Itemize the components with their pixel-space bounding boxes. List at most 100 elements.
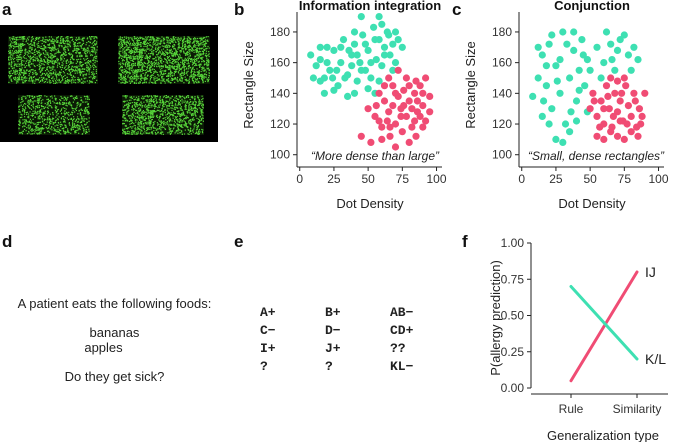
stimulus-dot	[72, 123, 74, 125]
stimulus-dot	[52, 100, 54, 102]
stimulus-dot	[161, 98, 163, 100]
stimulus-dot	[143, 38, 145, 40]
stimulus-dot	[150, 102, 152, 104]
stimulus-dot	[151, 74, 153, 76]
stimulus-dot	[131, 122, 134, 124]
stimulus-dot	[201, 39, 203, 41]
stimulus-dot	[131, 117, 133, 119]
stimulus-dot	[197, 122, 199, 125]
stimulus-dot	[40, 130, 42, 132]
stimulus-dot	[61, 64, 63, 66]
stimulus-dot	[148, 64, 150, 66]
stimulus-dot	[16, 81, 18, 83]
stimulus-dot	[85, 77, 87, 79]
stimulus-dot	[131, 127, 133, 129]
stimulus-dot	[48, 131, 51, 133]
stimulus-dot	[184, 45, 186, 47]
stimulus-dot	[135, 69, 137, 71]
stimulus-dot	[180, 113, 182, 115]
stimulus-dot	[68, 69, 70, 71]
data-point-category-b	[367, 138, 375, 146]
stimulus-dot	[176, 38, 178, 40]
stimulus-dot	[134, 63, 136, 65]
stimulus-dot	[143, 119, 145, 121]
stimulus-dot	[32, 97, 35, 99]
stimulus-dot	[91, 73, 93, 76]
stimulus-dot	[82, 125, 84, 127]
stimulus-dot	[183, 120, 185, 122]
stimulus-dot	[90, 61, 92, 63]
stimulus-dot	[177, 68, 179, 70]
stimulus-dot	[150, 77, 152, 80]
stimulus-dot	[158, 63, 160, 65]
stimulus-dot	[41, 68, 43, 70]
stimulus-dot	[162, 111, 165, 113]
stimulus-dot	[169, 76, 171, 78]
stimulus-dot	[41, 67, 43, 69]
stimulus-dot	[197, 118, 200, 120]
stimulus-dot	[87, 48, 89, 50]
stimulus-dot	[183, 112, 185, 114]
stimulus-dot	[93, 38, 95, 40]
stimulus-dot	[135, 70, 137, 72]
stimulus-dot	[186, 68, 188, 70]
stimulus-dot	[165, 37, 167, 39]
stimulus-dot	[137, 37, 140, 39]
stimulus-dot	[140, 44, 142, 46]
stimulus-dot	[79, 112, 81, 114]
stimulus-dot	[21, 110, 24, 112]
stimulus-dot	[179, 95, 181, 97]
stimulus-dot	[187, 126, 189, 128]
data-point-category-b	[412, 77, 420, 85]
stimulus-dot	[71, 80, 73, 82]
stimulus-dot	[169, 133, 171, 135]
stimulus-dot	[151, 69, 153, 71]
stimulus-dot	[150, 39, 152, 41]
stimulus-dot	[178, 110, 180, 112]
stimulus-dot	[54, 95, 56, 97]
stimulus-dot	[182, 120, 184, 122]
data-point-category-b	[419, 89, 427, 97]
stimulus-dot	[132, 114, 134, 116]
stimulus-dot	[72, 128, 74, 130]
stimulus-dot	[180, 68, 182, 70]
stimulus-dot	[85, 74, 87, 76]
stimulus-dot	[24, 50, 26, 52]
stimulus-dot	[188, 46, 191, 48]
stimulus-dot	[124, 132, 126, 134]
stimulus-dot	[182, 66, 184, 68]
stimulus-dot	[57, 131, 59, 133]
stimulus-dot	[166, 42, 168, 44]
stimulus-dot	[125, 61, 128, 63]
stimulus-dot	[146, 36, 148, 38]
stimulus-dot	[138, 82, 140, 84]
stimulus-dot	[151, 104, 153, 106]
stimulus-dot	[71, 79, 73, 81]
stimulus-dot	[153, 68, 155, 71]
stimulus-dot	[175, 116, 178, 118]
stimulus-dot	[154, 120, 156, 123]
stimulus-dot	[140, 60, 142, 62]
stimulus-dot	[76, 45, 78, 47]
stimulus-dot	[55, 107, 57, 110]
stimulus-dot	[146, 66, 148, 68]
stimulus-dot	[9, 51, 11, 54]
stimulus-dot	[54, 46, 56, 48]
stimulus-dot	[46, 69, 48, 71]
stimulus-dot	[79, 42, 81, 44]
stimulus-dot	[170, 71, 172, 73]
stimulus-dot	[142, 105, 144, 107]
stimulus-dot	[133, 99, 135, 101]
stimulus-dot	[194, 58, 197, 61]
stimulus-dot	[183, 41, 185, 43]
stimulus-dot	[40, 127, 42, 129]
stimulus-dot	[147, 106, 149, 108]
stimulus-dot	[178, 42, 181, 44]
stimulus-dot	[149, 49, 151, 51]
stimulus-dot	[153, 38, 155, 40]
stimulus-dot	[82, 49, 84, 51]
stimulus-dot	[94, 51, 96, 53]
stimulus-dot	[144, 111, 146, 113]
stimulus-dot	[193, 40, 195, 42]
stimulus-dot	[26, 113, 28, 115]
